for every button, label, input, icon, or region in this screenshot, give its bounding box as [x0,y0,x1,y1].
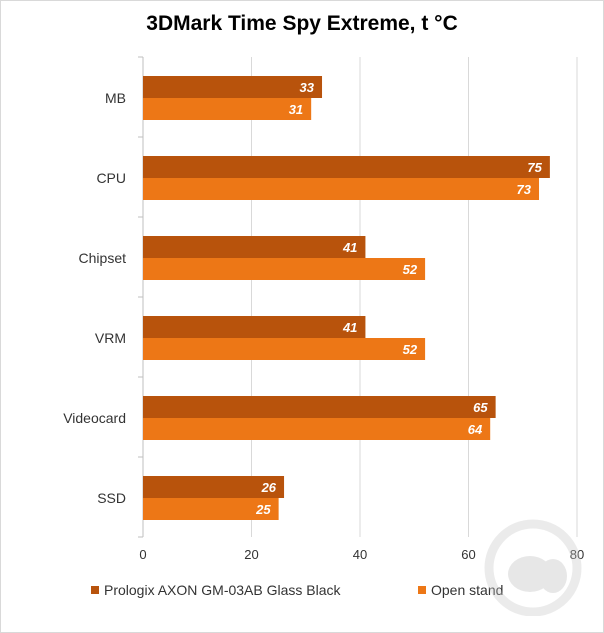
category-label: VRM [95,330,126,346]
data-label: 73 [517,182,532,197]
legend-label-2: Open stand [431,582,503,598]
category-label: CPU [96,170,126,186]
data-label: 52 [403,342,418,357]
bar-ssd-series-1 [143,476,285,498]
bar-vrm-series-2 [143,338,426,360]
watermark-e [508,556,552,592]
watermark-ring [484,519,582,616]
bar-mb-series-2 [143,98,312,120]
bar-vrm-series-1 [143,316,366,338]
legend-swatch-2 [418,586,426,594]
bar-mb-series-1 [143,76,323,98]
bar-chipset-series-1 [143,236,366,258]
data-label: 31 [289,102,303,117]
data-label: 64 [468,422,483,437]
legend: Prologix AXON GM-03AB Glass Black Open st… [91,582,503,598]
bar-cpu-series-1 [143,156,550,178]
x-tick-label: 60 [461,547,475,562]
bar-videocard-series-1 [143,396,496,418]
x-tick-label: 0 [139,547,146,562]
legend-swatch-1 [91,586,99,594]
x-tick-label: 40 [353,547,367,562]
category-label: SSD [97,490,126,506]
data-label: 33 [300,80,315,95]
x-tick-label: 80 [570,547,584,562]
bar-videocard-series-2 [143,418,491,440]
x-tick-label: 20 [244,547,258,562]
data-label: 26 [261,480,277,495]
category-label: Videocard [63,410,126,426]
gridlines [138,56,578,538]
data-label: 52 [403,262,418,277]
data-label: 41 [342,320,357,335]
chart-title: 3DMark Time Spy Extreme, t °C [146,12,458,35]
bars [143,76,550,520]
watermark-z [539,559,567,593]
watermark-logo [484,519,582,616]
bar-ssd-series-2 [143,498,279,520]
category-label: MB [105,90,126,106]
data-label: 65 [473,400,488,415]
data-label: 41 [342,240,357,255]
data-label: 25 [255,502,271,517]
bar-cpu-series-2 [143,178,540,200]
category-label: Chipset [79,250,127,266]
labels: 0 20 40 60 80 MB 33 31 CPU 75 73 Chipset 41 52 VRM 41 52… [63,80,584,562]
bar-chipset-series-2 [143,258,426,280]
data-label: 75 [527,160,542,175]
legend-label-1: Prologix AXON GM-03AB Glass Black [104,582,342,598]
